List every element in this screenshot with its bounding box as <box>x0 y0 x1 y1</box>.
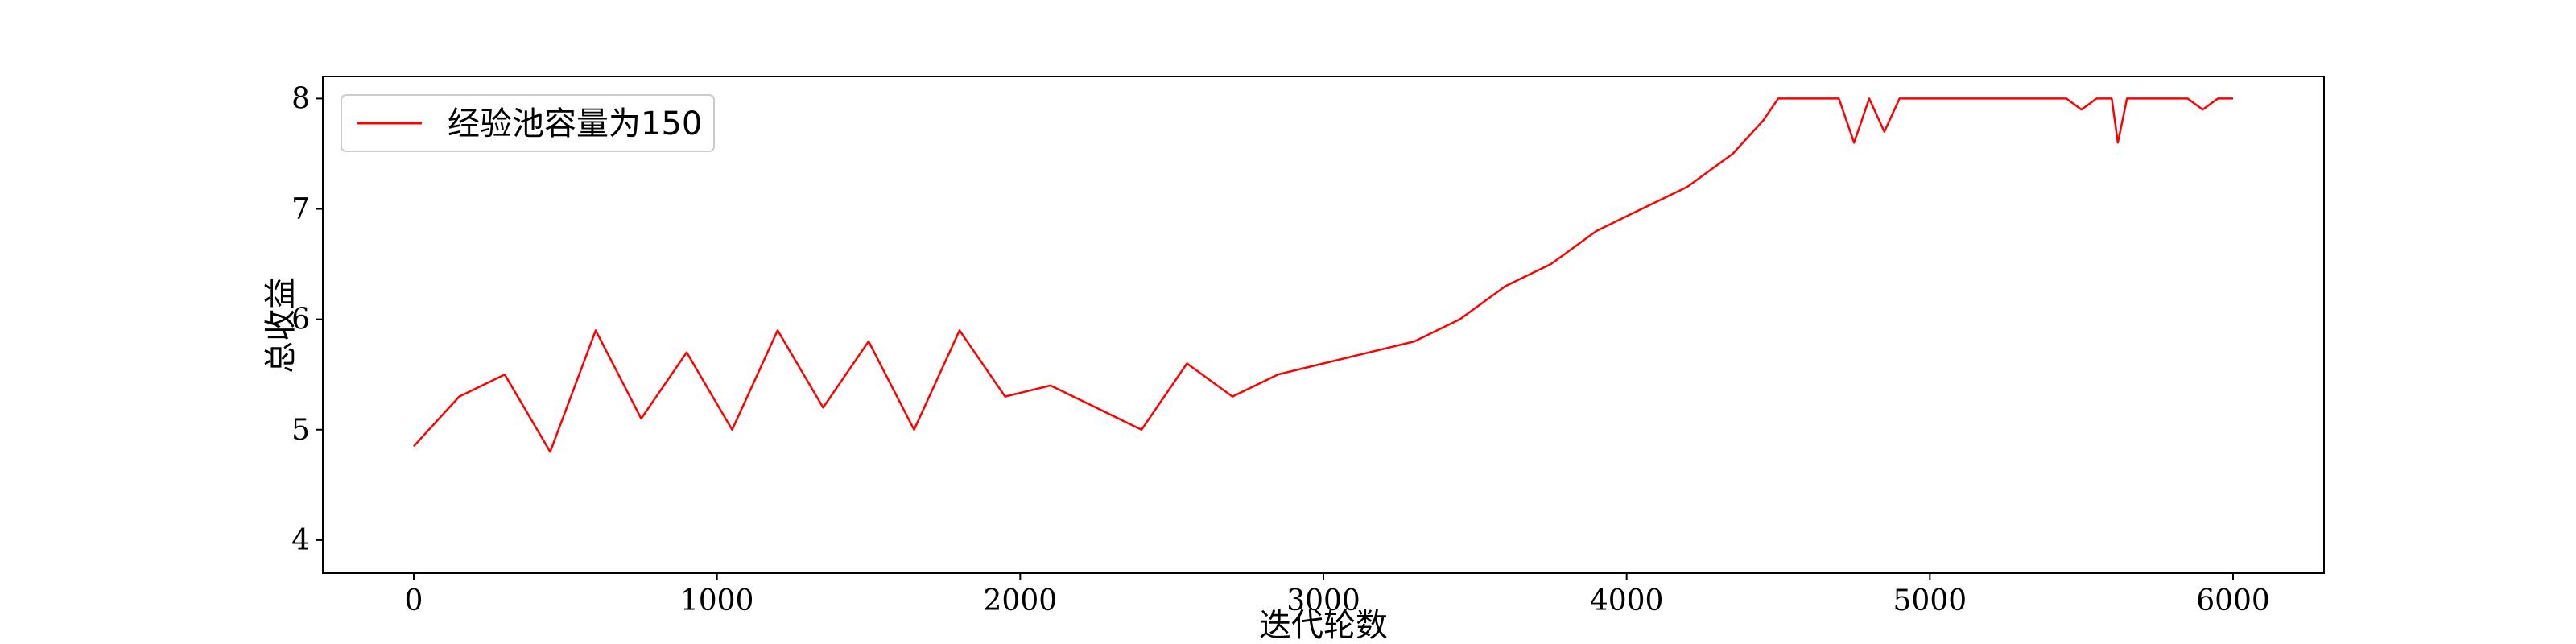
x-tick-label: 1000 <box>680 584 754 617</box>
series-layer <box>413 97 2233 453</box>
legend-label: 经验池容量为150 <box>448 105 702 142</box>
x-tick-label: 2000 <box>984 584 1058 617</box>
x-tick-label: 5000 <box>1893 584 1967 617</box>
x-tick-label: 3000 <box>1286 584 1360 617</box>
y-tick-label: 4 <box>291 524 310 557</box>
y-tick-label: 6 <box>291 303 310 336</box>
series-line-0 <box>413 97 2233 453</box>
x-tick-label: 0 <box>405 584 423 617</box>
x-axis: 0 1000 2000 3000 4000 5000 6000 <box>405 573 2270 617</box>
y-tick-label: 5 <box>291 414 310 447</box>
legend: 经验池容量为150 <box>341 94 715 152</box>
y-tick-label: 8 <box>291 82 310 115</box>
x-tick-label: 4000 <box>1590 584 1664 617</box>
y-tick-label: 7 <box>291 193 310 226</box>
legend-box <box>341 94 715 152</box>
x-tick-label: 6000 <box>2196 584 2270 617</box>
y-axis: 4 5 6 7 8 <box>291 82 323 557</box>
y-axis-label: 总收益 <box>262 277 299 374</box>
x-axis-label: 迭代轮数 <box>1259 607 1388 644</box>
